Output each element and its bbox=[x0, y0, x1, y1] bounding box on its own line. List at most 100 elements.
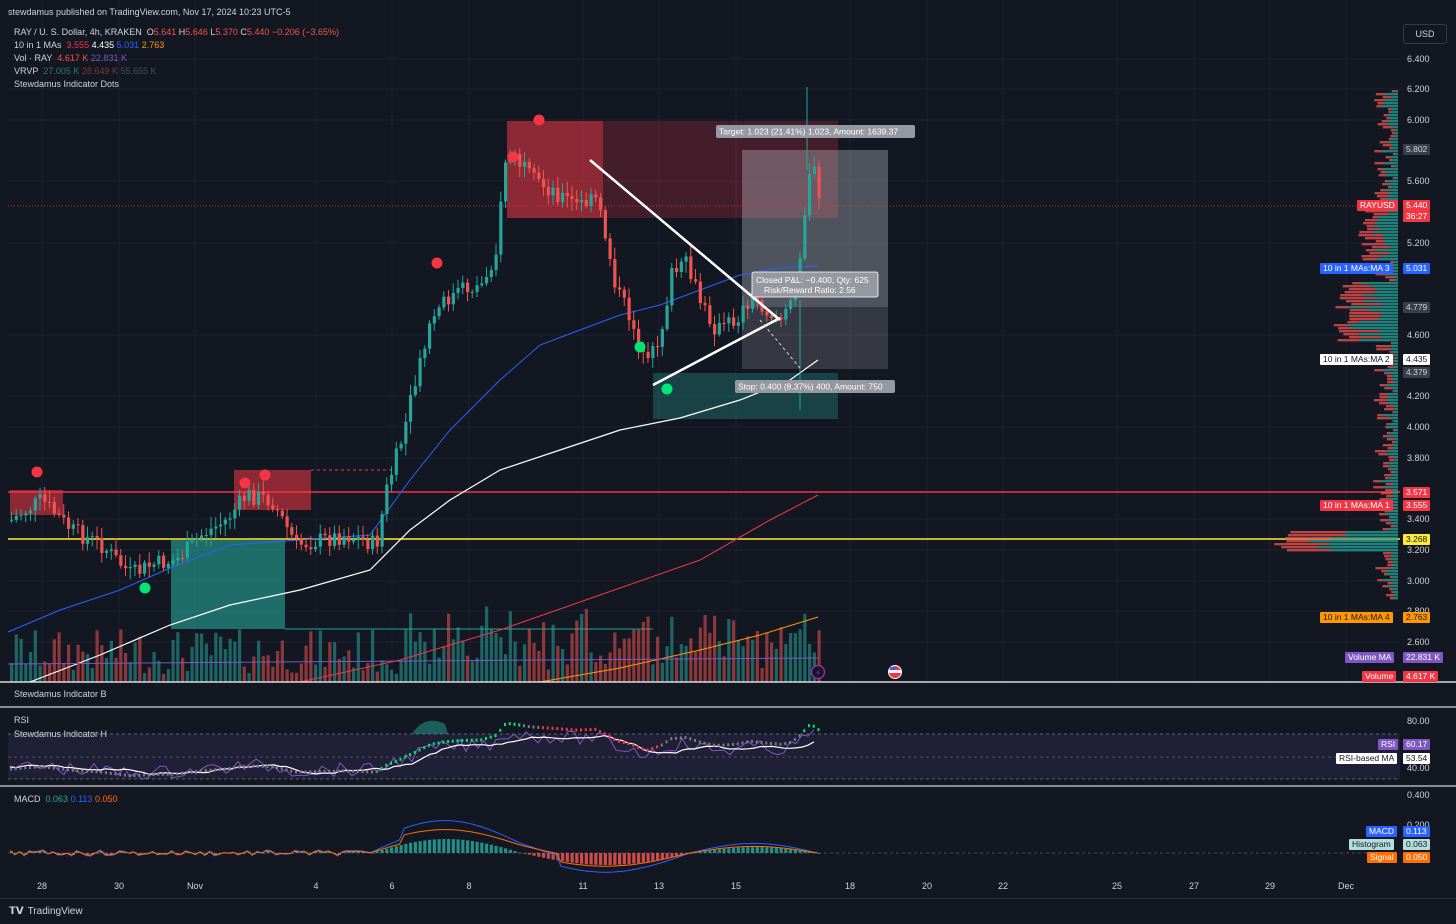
vrvp-bar-up bbox=[1386, 393, 1398, 396]
candle-body bbox=[380, 514, 384, 547]
indicator-h-title[interactable]: Stewdamus Indicator H bbox=[14, 729, 108, 739]
macd-value: 0.113 bbox=[70, 794, 93, 804]
volume-bar bbox=[789, 632, 793, 682]
indicator-h-mark bbox=[114, 772, 117, 776]
candle-body bbox=[19, 515, 23, 517]
stop-label[interactable]: Stop: 0.400 (8.37%) 400, Amount: 750 bbox=[735, 380, 895, 393]
price-tag: 5.802 bbox=[1403, 144, 1431, 155]
macd-label[interactable]: MACD bbox=[14, 794, 41, 804]
indicator-h-mark bbox=[333, 769, 335, 773]
volume-bars bbox=[10, 606, 821, 682]
volume-bar bbox=[342, 656, 346, 682]
time-axis[interactable]: 28 30 Nov 4 6 8 11 13 15 18 20 22 25 27 29 Dec bbox=[37, 881, 1355, 891]
volume-bar bbox=[603, 663, 607, 682]
volume-label[interactable]: Vol · RAY bbox=[14, 53, 53, 63]
trendline-lower[interactable] bbox=[652, 316, 781, 387]
volume-bar bbox=[347, 650, 351, 682]
volume-bar bbox=[133, 642, 137, 682]
macd-hist-bar bbox=[575, 853, 579, 864]
vrvp-bar-down bbox=[1359, 231, 1373, 234]
indicator-h-mark bbox=[119, 773, 122, 776]
symbol-name[interactable]: RAY / U. S. Dollar, 4h, KRAKEN bbox=[14, 27, 142, 37]
volume-bar bbox=[57, 632, 61, 682]
vrvp-bar-down bbox=[1378, 453, 1389, 456]
vrvp-bar-down bbox=[1386, 375, 1393, 378]
candle-body bbox=[162, 555, 166, 568]
macd-hist-bar bbox=[442, 839, 446, 853]
vrvp-bar-up bbox=[1390, 474, 1398, 477]
volume-ma-line bbox=[7, 657, 819, 665]
mas-legend[interactable]: 10 in 1 MAs 3.555 4.435 5.031 2.763 bbox=[14, 39, 164, 52]
vrvp-bar-down bbox=[1349, 309, 1370, 312]
us-flag-event-icon[interactable] bbox=[888, 665, 902, 679]
indicator-h-mark bbox=[485, 737, 487, 740]
vrvp-bar-down bbox=[1389, 147, 1393, 150]
volume-legend[interactable]: Vol · RAY 4.617 K 22.831 K bbox=[14, 52, 127, 65]
candle-body bbox=[732, 317, 736, 326]
candle-body bbox=[437, 307, 441, 317]
rsi-axis[interactable]: 80.00 40.00 bbox=[1407, 716, 1430, 773]
candle-body bbox=[399, 443, 403, 449]
volume-bar bbox=[461, 640, 465, 682]
indicator-h-mark bbox=[798, 734, 801, 738]
rsi-title[interactable]: RSI bbox=[14, 715, 30, 725]
price-axis[interactable]: 6.400 6.200 6.000 5.600 5.200 4.600 4.200 4.000… bbox=[1407, 54, 1430, 647]
macd-axis[interactable]: 0.400 0.200 bbox=[1407, 790, 1430, 830]
trendline-upper[interactable] bbox=[589, 159, 781, 321]
vrvp-legend[interactable]: VRVP 27.005 K 28.649 K 55.655 K bbox=[14, 65, 157, 78]
dots-legend[interactable]: Stewdamus Indicator Dots bbox=[14, 78, 119, 91]
vrvp-bar-up bbox=[1363, 300, 1398, 303]
volume-bar bbox=[19, 638, 23, 682]
vrvp-total-value: 55.655 K bbox=[120, 66, 157, 76]
candle-body bbox=[371, 535, 375, 550]
candle-body bbox=[29, 510, 33, 514]
vrvp-bar-up bbox=[1374, 249, 1398, 252]
candle-body bbox=[542, 179, 546, 188]
indicator-h-mark bbox=[789, 741, 791, 745]
vrvp-bar-down bbox=[1385, 483, 1394, 486]
volume-bar bbox=[575, 620, 579, 682]
macd-hist-bar bbox=[504, 848, 508, 853]
vrvp-bar-down bbox=[1377, 168, 1382, 171]
indicator-h-mark bbox=[166, 772, 169, 776]
candle-body bbox=[532, 168, 536, 173]
macd-legend[interactable]: MACD 0.063 0.113 0.050 bbox=[14, 794, 117, 804]
indicator-h-mark bbox=[523, 724, 525, 728]
vrvp-bar-down bbox=[1285, 537, 1332, 540]
tradingview-logo[interactable]: 𝗧𝗩 TradingView bbox=[9, 906, 83, 917]
vrvp-bar-down bbox=[1373, 480, 1381, 483]
dots-label[interactable]: Stewdamus Indicator Dots bbox=[14, 79, 120, 89]
macd-hist-bar bbox=[105, 853, 109, 855]
indicator-h-mark bbox=[266, 765, 269, 768]
volume-bar bbox=[238, 629, 242, 682]
vrvp-bar-down bbox=[1379, 498, 1390, 501]
countdown-tag: 36:27 bbox=[1403, 211, 1431, 222]
target-label[interactable]: Target: 1.023 (21.41%) 1,023, Amount: 16… bbox=[716, 125, 915, 138]
currency-button[interactable]: USD bbox=[1403, 24, 1447, 44]
mas-label[interactable]: 10 in 1 MAs bbox=[14, 40, 62, 50]
symbol-legend[interactable]: RAY / U. S. Dollar, 4h, KRAKEN O5.641 H5… bbox=[14, 26, 339, 39]
vrvp-bar-up bbox=[1392, 552, 1398, 555]
volume-bar bbox=[299, 663, 303, 682]
volume-ma-tag-value: 22.831 K bbox=[1403, 652, 1444, 663]
lightning-event-icon[interactable]: ⚡ bbox=[810, 664, 826, 680]
vrvp-label[interactable]: VRVP bbox=[14, 66, 39, 76]
closed-pnl-label[interactable]: Closed P&L: −0.400, Qty: 625 Risk/Reward… bbox=[751, 271, 879, 298]
indicator-b-title[interactable]: Stewdamus Indicator B bbox=[14, 689, 107, 699]
vrvp-bar-up bbox=[1392, 147, 1398, 150]
indicator-h-mark bbox=[542, 726, 544, 730]
macd-hist-bar bbox=[371, 852, 375, 854]
macd-hist-bar bbox=[385, 848, 389, 853]
vrvp-bar-up bbox=[1392, 561, 1398, 564]
vrvp-bar-down bbox=[1352, 282, 1362, 285]
indicator-h-mark bbox=[271, 765, 274, 769]
time-axis-tick: 6 bbox=[389, 881, 394, 891]
macd-hist-bar bbox=[618, 853, 622, 865]
vrvp-bar-up bbox=[1369, 309, 1398, 312]
vrvp-bar-down bbox=[1390, 342, 1393, 345]
candle-body bbox=[466, 282, 470, 292]
vrvp-bar-down bbox=[1387, 582, 1393, 585]
vrvp-bar-down bbox=[1382, 126, 1393, 129]
indicator-h-mark bbox=[784, 742, 787, 745]
